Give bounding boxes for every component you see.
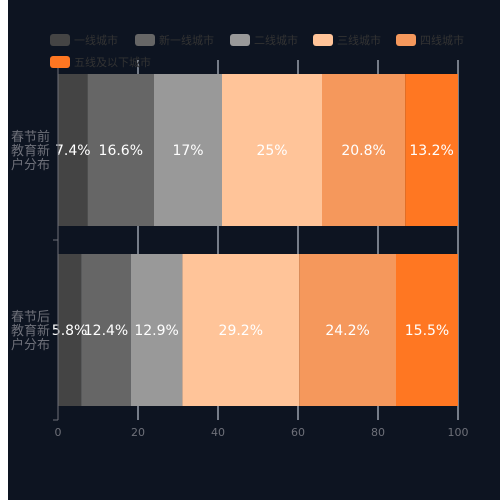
legend-label: 五线及以下城市 — [74, 55, 151, 69]
bar-segment[interactable] — [87, 74, 154, 226]
x-tick-label: 60 — [291, 426, 305, 439]
legend-swatch — [313, 34, 333, 46]
bar-value-label: 12.4% — [84, 323, 128, 339]
legend-swatch — [135, 34, 155, 46]
x-tick-label: 20 — [131, 426, 145, 439]
bar-value-label: 15.5% — [405, 323, 449, 339]
x-tick-label: 80 — [371, 426, 385, 439]
bar-value-label: 17% — [172, 143, 203, 159]
legend-item[interactable]: 二线城市 — [230, 33, 298, 47]
legend-item[interactable]: 三线城市 — [313, 33, 381, 47]
legend-label: 三线城市 — [337, 33, 381, 47]
legend-swatch — [396, 34, 416, 46]
legend-swatch — [50, 56, 70, 68]
bar-segment[interactable] — [58, 74, 88, 226]
legend-item[interactable]: 新一线城市 — [135, 33, 214, 47]
bar-segment[interactable] — [405, 74, 458, 226]
stacked-bar-chart: 5.8%12.4% 12.9% 29.2% 24.2% 15.5% 7.4% 16.6% 17… — [11, 33, 469, 439]
legend-swatch — [230, 34, 250, 46]
legend-label: 二线城市 — [254, 33, 298, 47]
legend-swatch — [50, 34, 70, 46]
bar-segment[interactable] — [322, 74, 406, 226]
bar-value-label: 25% — [256, 143, 287, 159]
legend-label: 新一线城市 — [159, 33, 214, 47]
bar-value-label: 16.6% — [99, 143, 143, 159]
bar-segment[interactable] — [182, 254, 300, 406]
legend-label: 一线城市 — [74, 33, 118, 47]
bar-labels: 5.8%12.4% 12.9% 29.2% 24.2% 15.5% 7.4% 16.6% 17… — [52, 143, 454, 339]
bar-segment[interactable] — [130, 254, 183, 406]
bar-value-label: 5.8% — [52, 323, 88, 339]
bar-value-label: 13.2% — [409, 143, 453, 159]
bar-segment[interactable] — [154, 74, 222, 226]
x-tick-label: 40 — [211, 426, 225, 439]
chart-panel: 5.8% 12.4% 12.9% 29.2% 24.2% 15.5% 7.4% 16.6% 17… — [8, 0, 500, 500]
bar-value-label: 24.2% — [325, 323, 369, 339]
y-category-label: 春节后教育新户分布 — [11, 310, 50, 353]
legend-item[interactable]: 四线城市 — [396, 33, 464, 47]
bar-segment[interactable] — [58, 254, 82, 406]
bar-segment[interactable] — [222, 74, 322, 226]
bar-value-label: 29.2% — [219, 323, 263, 339]
legend-item[interactable]: 五线及以下城市 — [50, 55, 151, 69]
x-tick-label: 0 — [55, 426, 62, 439]
bar-marks — [58, 74, 458, 406]
bar-segment[interactable] — [396, 254, 458, 406]
y-category-label: 春节前教育新户分布 — [11, 129, 50, 173]
legend-item[interactable]: 一线城市 — [50, 33, 118, 47]
bar-segment[interactable] — [81, 254, 131, 406]
x-tick-label: 100 — [448, 426, 469, 439]
bar-segment[interactable] — [299, 254, 396, 406]
bar-value-label: 12.9% — [134, 323, 178, 339]
bar-value-label: 7.4% — [55, 143, 91, 159]
bar-value-label: 20.8% — [341, 143, 385, 159]
legend-label: 四线城市 — [420, 33, 464, 47]
